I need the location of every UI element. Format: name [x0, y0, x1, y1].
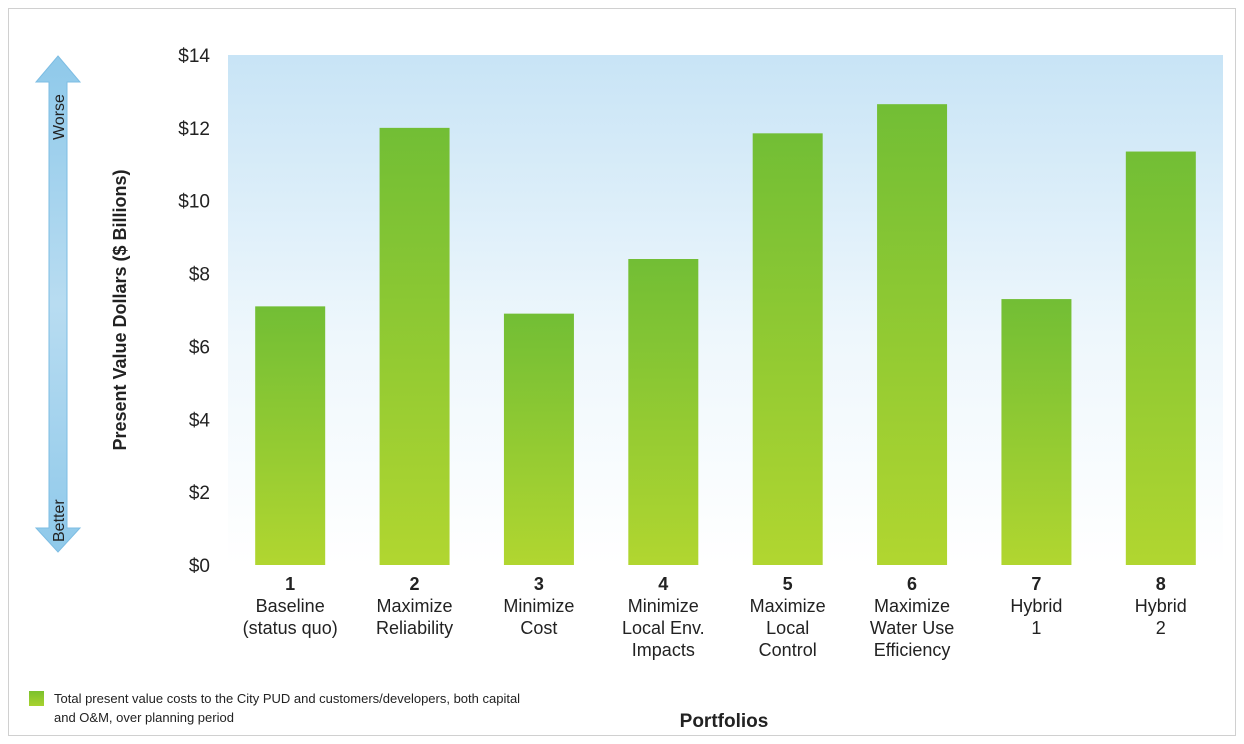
y-tick-label: $12 [178, 119, 210, 140]
x-tick-label: Cost [520, 618, 557, 638]
x-tick-label: Efficiency [874, 640, 951, 660]
x-axis-title: Portfolios [680, 711, 769, 732]
legend-swatch [29, 691, 44, 706]
x-tick-number: 8 [1156, 574, 1166, 594]
arrow-top-label: Worse [51, 94, 68, 140]
x-tick-label: Minimize [628, 596, 699, 616]
x-tick-label: 1 [1031, 618, 1041, 638]
legend-text: Total present value costs to the City PU… [54, 691, 521, 725]
x-tick-label: Hybrid [1010, 596, 1062, 616]
bar-7 [1001, 299, 1072, 565]
x-tick-number: 3 [534, 574, 544, 594]
y-tick-label: $14 [178, 46, 210, 67]
x-tick-number: 2 [410, 574, 420, 594]
y-tick-label: $4 [189, 410, 211, 431]
y-tick-label: $6 [189, 337, 210, 358]
y-tick-label: $8 [189, 265, 210, 286]
x-tick-number: 1 [285, 574, 295, 594]
y-tick-label: $10 [178, 192, 210, 213]
x-tick-number: 5 [783, 574, 793, 594]
bar-4 [628, 259, 699, 565]
x-tick-label: Local Env. [622, 618, 705, 638]
x-tick-label: Water Use [870, 618, 954, 638]
bar-6 [877, 104, 948, 565]
bar-5 [752, 133, 823, 566]
x-tick-label: Hybrid [1135, 596, 1187, 616]
x-tick-label: Local [766, 618, 809, 638]
bar-8 [1125, 151, 1196, 566]
x-tick-label: Control [759, 640, 817, 660]
double-arrow-icon [34, 55, 82, 553]
x-tick-label: (status quo) [243, 618, 338, 638]
y-axis-ticks: $0 $2 $4 $6 $8 $10 $12 $14 [178, 46, 210, 577]
x-tick-label: Maximize [377, 596, 453, 616]
x-tick-label: Baseline [256, 596, 325, 616]
x-tick-number: 6 [907, 574, 917, 594]
bar-3 [503, 313, 574, 565]
bars [255, 104, 1196, 566]
bar-1 [255, 306, 326, 565]
y-axis-title: Present Value Dollars ($ Billions) [110, 169, 130, 450]
y-tick-label: $2 [189, 483, 210, 504]
bar-2 [379, 127, 450, 565]
x-tick-label: Impacts [632, 640, 695, 660]
x-tick-label: Maximize [874, 596, 950, 616]
plot-background [228, 55, 1223, 565]
x-tick-number: 7 [1031, 574, 1041, 594]
x-tick-number: 4 [658, 574, 668, 594]
y-tick-label: $0 [189, 556, 210, 577]
better-worse-arrow: Worse Better [34, 55, 82, 553]
x-tick-label: Minimize [503, 596, 574, 616]
x-tick-label: Reliability [376, 618, 453, 638]
arrow-bottom-label: Better [51, 499, 68, 542]
x-tick-label: Maximize [750, 596, 826, 616]
x-tick-label: 2 [1156, 618, 1166, 638]
